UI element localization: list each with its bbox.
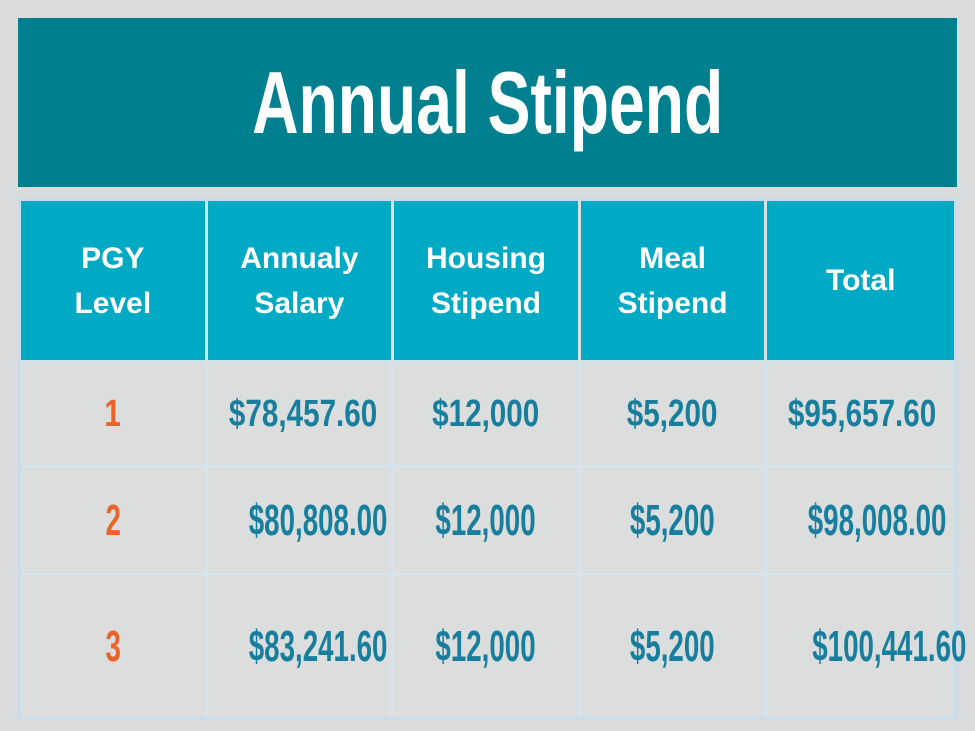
housing-stipend-cell: $12,000 <box>394 576 581 717</box>
total-cell: $95,657.60 <box>767 363 954 468</box>
table-row: 3 $83,241.60 $12,000 $5,200 $100,441.60 <box>21 576 967 717</box>
annual-salary-value: $78,457.60 <box>228 392 377 435</box>
header-cell-housing-stipend: Housing Stipend <box>394 201 581 363</box>
header-row: PGY Level Annualy Salary Housing Stipend… <box>21 201 954 363</box>
title-banner: Annual Stipend <box>18 18 957 187</box>
header-label: PGY Level <box>74 241 152 320</box>
header-label: Total <box>825 264 896 297</box>
annual-salary-cell: $78,457.60 <box>207 363 395 468</box>
total-cell: $98,008.00 <box>767 468 954 576</box>
header-label: Housing Stipend <box>425 241 546 320</box>
annual-salary-cell: $80,808.00 <box>207 468 395 576</box>
header-cell-total: Total <box>767 201 954 363</box>
meal-stipend-cell: $5,200 <box>580 468 768 576</box>
housing-stipend-value: $12,000 <box>435 495 537 545</box>
annual-salary-cell: $83,241.60 <box>207 576 395 717</box>
header-cell-annual-salary: Annualy Salary <box>207 201 395 363</box>
total-value: $100,441.60 <box>812 621 967 671</box>
housing-stipend-value: $12,000 <box>432 392 540 435</box>
pgy-level-cell: 1 <box>21 363 208 468</box>
meal-stipend-cell: $5,200 <box>580 363 768 468</box>
total-value: $95,657.60 <box>788 392 937 435</box>
meal-stipend-value: $5,200 <box>630 621 715 671</box>
annual-salary-value: $80,808.00 <box>248 495 388 545</box>
total-value: $98,008.00 <box>808 495 947 545</box>
annual-salary-value: $83,241.60 <box>248 621 388 671</box>
meal-stipend-value: $5,200 <box>627 392 718 435</box>
stipend-table: PGY Level Annualy Salary Housing Stipend… <box>18 198 967 720</box>
pgy-level-value: 3 <box>105 621 121 671</box>
table-row: 1 $78,457.60 $12,000 $5,200 $95,657.60 <box>21 363 954 468</box>
pgy-level-cell: 3 <box>21 576 208 717</box>
header-label: Annualy Salary <box>240 241 359 320</box>
header-cell-pgy-level: PGY Level <box>21 201 208 363</box>
housing-stipend-value: $12,000 <box>435 621 537 671</box>
housing-stipend-cell: $12,000 <box>394 363 581 468</box>
housing-stipend-cell: $12,000 <box>394 468 581 576</box>
table-row: 2 $80,808.00 $12,000 $5,200 $98,008.00 <box>21 468 954 576</box>
meal-stipend-value: $5,200 <box>630 495 715 545</box>
pgy-level-cell: 2 <box>21 468 208 576</box>
header-label: Meal Stipend <box>617 241 728 320</box>
page-title: Annual Stipend <box>251 52 724 152</box>
pgy-level-value: 1 <box>104 392 122 435</box>
header-cell-meal-stipend: Meal Stipend <box>580 201 768 363</box>
stipend-table-container: PGY Level Annualy Salary Housing Stipend… <box>18 198 967 720</box>
meal-stipend-cell: $5,200 <box>580 576 768 717</box>
pgy-level-value: 2 <box>105 495 121 545</box>
total-cell: $100,441.60 <box>767 576 967 717</box>
